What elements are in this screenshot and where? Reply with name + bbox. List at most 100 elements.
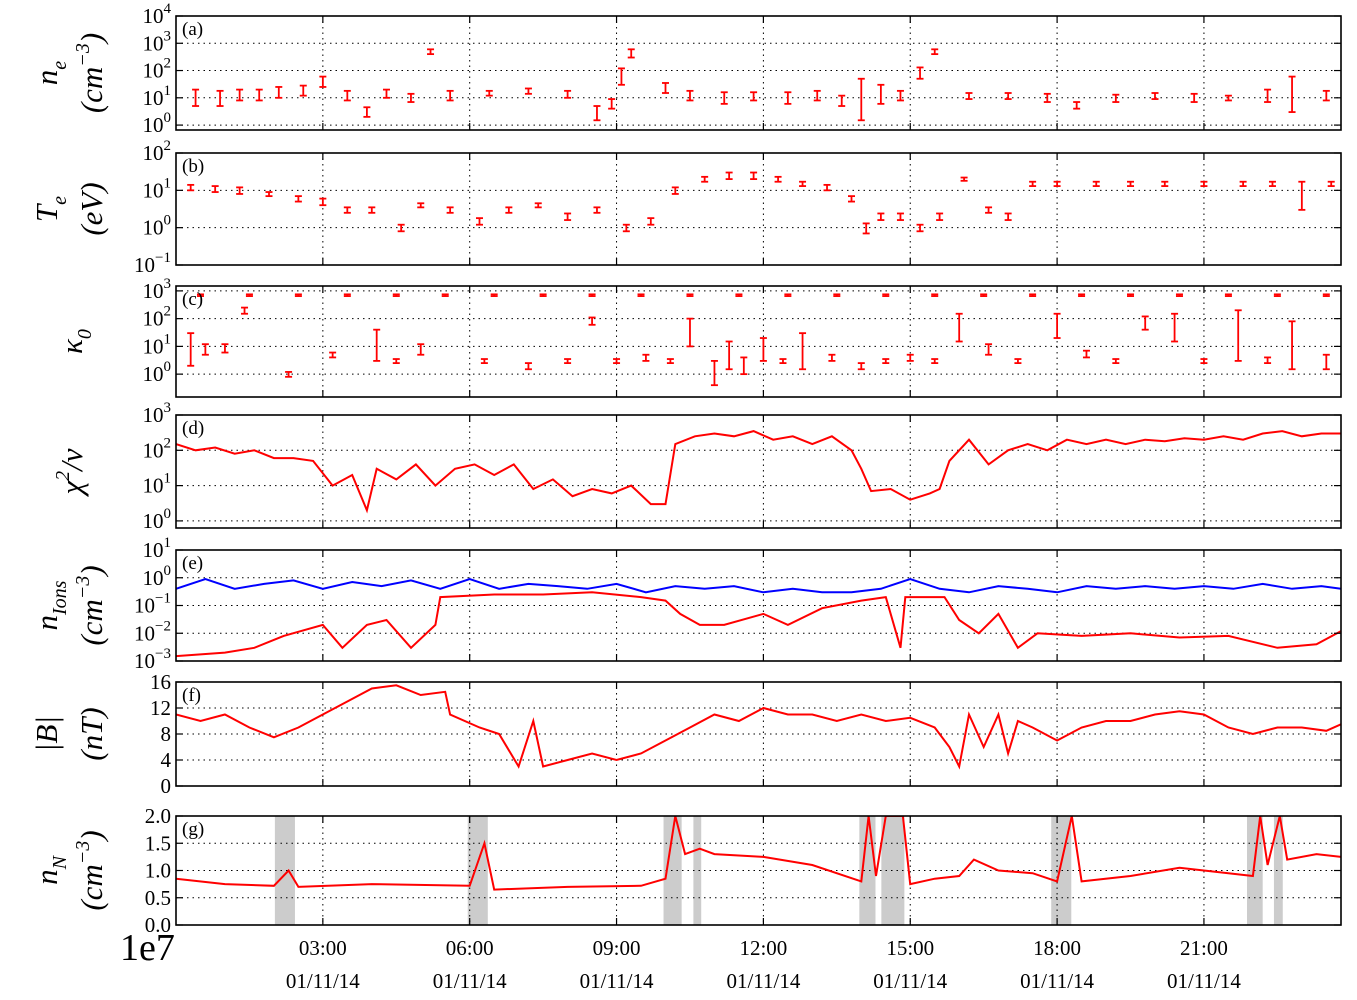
x-tick-label: 15:00 bbox=[886, 936, 934, 960]
y-label-part: 2 bbox=[52, 471, 74, 481]
y-label-part: (cm bbox=[74, 864, 109, 910]
error-bar bbox=[833, 293, 841, 297]
y-tick-base: 10 bbox=[143, 403, 164, 427]
error-bar bbox=[857, 77, 865, 122]
error-bar bbox=[485, 89, 493, 97]
error-bar bbox=[710, 359, 718, 387]
y-tick-base: 10 bbox=[143, 438, 164, 462]
error-bar bbox=[720, 91, 728, 105]
panel-frame bbox=[175, 152, 1342, 266]
y-label-part: χ bbox=[54, 480, 89, 498]
y-label-part: ) bbox=[74, 565, 109, 577]
error-bar bbox=[896, 212, 904, 221]
y-tick-label: 100 bbox=[143, 359, 172, 386]
error-bar bbox=[588, 316, 596, 326]
y-tick-exp: 0 bbox=[164, 506, 172, 522]
error-bar bbox=[661, 82, 669, 94]
x-tick-label: 06:00 bbox=[446, 936, 494, 960]
error-bar bbox=[373, 328, 381, 362]
error-bar bbox=[1151, 92, 1159, 100]
error-bar bbox=[1073, 101, 1081, 110]
error-bar bbox=[916, 66, 924, 80]
error-bar bbox=[417, 202, 425, 209]
error-bar bbox=[896, 89, 904, 102]
error-bar bbox=[627, 48, 635, 59]
error-bar bbox=[1322, 353, 1330, 371]
error-bar bbox=[392, 358, 400, 364]
error-bar bbox=[1322, 89, 1330, 102]
y-label-part: |B| bbox=[29, 716, 64, 752]
error-bar bbox=[245, 293, 253, 297]
error-bar bbox=[192, 88, 200, 107]
error-bar bbox=[1273, 293, 1281, 297]
error-bar bbox=[294, 195, 302, 203]
y-label-part: N bbox=[49, 854, 71, 870]
error-bar bbox=[275, 86, 283, 99]
y-tick-label: 100 bbox=[143, 213, 172, 240]
error-bar bbox=[221, 343, 229, 354]
y-tick-exp: 1 bbox=[164, 471, 172, 487]
error-bar bbox=[343, 206, 351, 214]
error-bar bbox=[1082, 349, 1090, 359]
error-bar bbox=[588, 293, 596, 297]
error-bar bbox=[187, 332, 195, 367]
error-bar bbox=[593, 105, 601, 122]
y-axis-label: (cm−3) bbox=[72, 33, 110, 113]
error-bar bbox=[319, 75, 327, 88]
error-bar bbox=[255, 88, 263, 102]
y-tick-exp: 3 bbox=[164, 28, 172, 44]
offset-text: 1e7 bbox=[120, 927, 175, 969]
y-label-part: (cm bbox=[74, 599, 109, 645]
error-bar bbox=[1224, 94, 1232, 102]
y-axis-label: |B| bbox=[29, 716, 64, 752]
error-bar bbox=[813, 89, 821, 102]
y-tick-base: 10 bbox=[134, 621, 155, 645]
x-tick-date: 01/11/14 bbox=[726, 969, 800, 993]
panel-label: (f) bbox=[182, 685, 201, 706]
data-line bbox=[176, 591, 1341, 658]
y-tick-exp: 2 bbox=[164, 435, 172, 451]
error-bar bbox=[725, 340, 733, 371]
panel-frame bbox=[175, 681, 1342, 787]
y-tick-base: 10 bbox=[143, 141, 164, 165]
error-bar bbox=[980, 293, 988, 297]
data-line bbox=[176, 684, 1341, 770]
y-axis-label: κ0 bbox=[54, 329, 95, 354]
error-bar bbox=[637, 293, 645, 297]
y-tick-base: 10 bbox=[143, 474, 164, 498]
error-bar bbox=[480, 358, 488, 364]
x-tick-date: 01/11/14 bbox=[286, 969, 360, 993]
x-tick-date: 01/11/14 bbox=[433, 969, 507, 993]
error-bar bbox=[750, 171, 758, 180]
panel-frame bbox=[175, 549, 1342, 662]
error-bar bbox=[1053, 312, 1061, 339]
error-bar bbox=[1288, 320, 1296, 371]
error-bar bbox=[564, 358, 572, 364]
error-bar bbox=[965, 92, 973, 100]
error-bar bbox=[759, 337, 767, 362]
plot-area bbox=[176, 153, 1341, 265]
error-bar bbox=[187, 183, 195, 192]
y-label-part: n bbox=[29, 615, 64, 631]
y-axis-label: Te bbox=[29, 196, 70, 222]
error-bar bbox=[735, 293, 743, 297]
error-bar bbox=[368, 206, 376, 214]
error-bar bbox=[613, 358, 621, 364]
panel-label: (g) bbox=[182, 819, 204, 840]
error-bar bbox=[740, 356, 748, 376]
error-bar bbox=[196, 293, 204, 297]
y-tick-exp: 2 bbox=[164, 304, 172, 320]
y-label-part: −3 bbox=[72, 576, 94, 600]
y-label-part: ) bbox=[74, 830, 109, 842]
error-bar bbox=[524, 87, 532, 95]
error-bar bbox=[931, 358, 939, 364]
error-bar bbox=[671, 186, 679, 195]
x-tick-label: 12:00 bbox=[739, 936, 787, 960]
x-tick-label: 18:00 bbox=[1033, 936, 1081, 960]
error-bar bbox=[534, 202, 542, 209]
panel-label: (a) bbox=[182, 19, 203, 40]
error-bar bbox=[784, 91, 792, 105]
y-tick-base: 10 bbox=[143, 307, 164, 331]
